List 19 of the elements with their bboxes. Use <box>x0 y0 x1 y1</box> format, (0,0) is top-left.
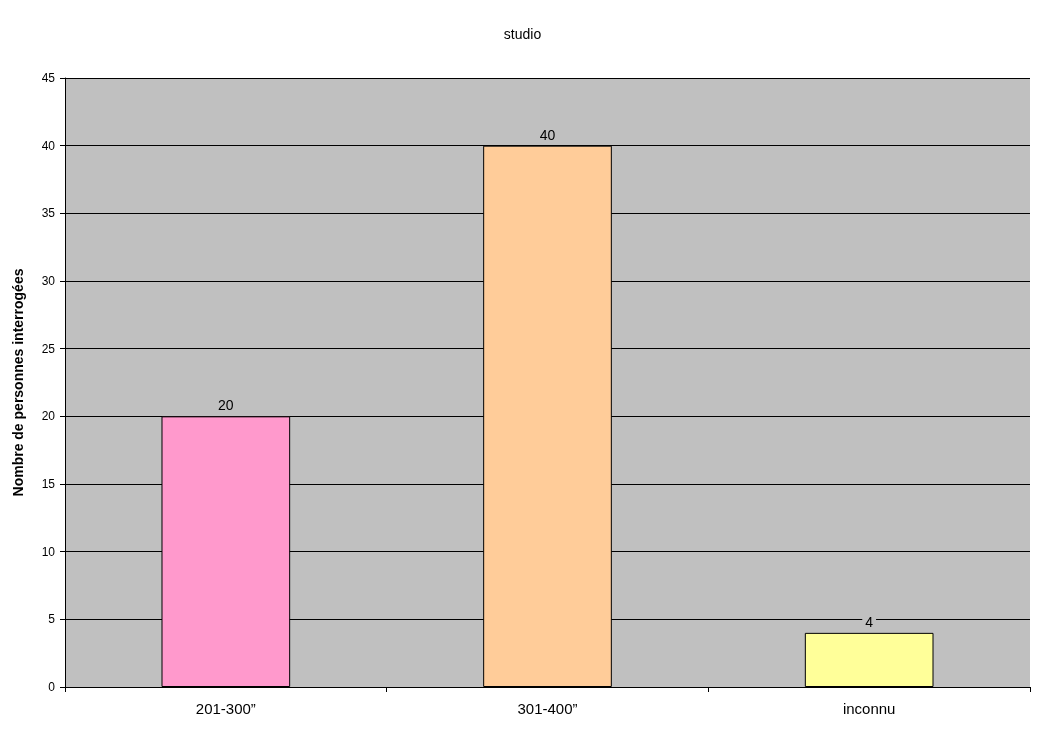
x-tick-label: 301-400” <box>517 700 578 717</box>
y-tick-label: 5 <box>48 612 56 627</box>
y-tick-label: 45 <box>41 71 56 85</box>
y-tick-label: 30 <box>41 274 56 288</box>
y-axis-title: Nombre de personnes interrogées <box>10 268 26 497</box>
chart-title: studio <box>503 26 542 42</box>
bar <box>804 632 934 687</box>
data-label: 40 <box>539 126 556 143</box>
y-tick-label: 0 <box>48 680 56 694</box>
y-tick-label: 25 <box>41 341 56 356</box>
y-tick-label: 35 <box>41 206 56 221</box>
x-tick-label: inconnu <box>842 700 896 717</box>
data-label: 20 <box>218 397 234 414</box>
y-tick-label: 20 <box>41 409 56 424</box>
x-tick-label: 201-300” <box>195 700 256 717</box>
y-tick-label: 15 <box>41 477 56 491</box>
y-tick-label: 40 <box>41 138 56 153</box>
data-label: 4 <box>865 613 874 630</box>
y-tick-label: 10 <box>41 544 56 559</box>
